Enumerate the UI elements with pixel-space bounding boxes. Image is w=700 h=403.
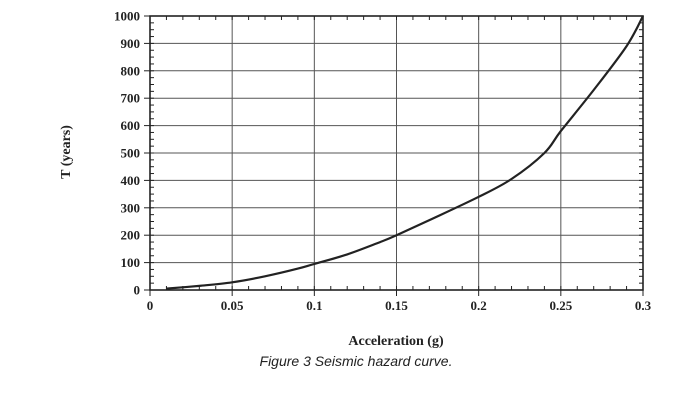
y-tick-label: 0: [134, 283, 141, 298]
y-tick-label: 1000: [114, 9, 140, 24]
plot-frame: [149, 15, 644, 291]
x-tick-label: 0.15: [385, 298, 408, 313]
y-tick-label: 100: [121, 255, 141, 270]
y-tick-label: 800: [121, 63, 141, 78]
figure-caption: Figure 3 Seismic hazard curve.: [260, 353, 453, 369]
y-tick-label: 300: [121, 200, 141, 215]
x-tick-labels: 0 0.05 0.1 0.15 0.2 0.25 0.3: [147, 298, 652, 313]
y-tick-label: 400: [121, 173, 141, 188]
x-tick-label: 0: [147, 298, 154, 313]
x-tick-label: 0.1: [306, 298, 322, 313]
x-axis-title: Acceleration (g): [348, 334, 444, 349]
y-tick-labels: 0 100 200 300 400 500 600 700 800 900 1000: [114, 9, 140, 298]
hazard-curve-line: [166, 15, 644, 290]
x-tick-label: 0.2: [471, 298, 487, 313]
y-tick-label: 600: [121, 118, 141, 133]
y-tick-label: 900: [121, 36, 141, 51]
y-tick-label: 700: [121, 91, 141, 106]
y-axis-title: T (years): [59, 125, 74, 179]
x-tick-label: 0.3: [635, 298, 652, 313]
minor-ticks: [144, 15, 644, 296]
x-tick-label: 0.05: [221, 298, 244, 313]
x-tick-label: 0.25: [549, 298, 572, 313]
grid-lines: [150, 16, 643, 290]
y-tick-label: 500: [121, 146, 141, 161]
y-tick-label: 200: [121, 228, 141, 243]
